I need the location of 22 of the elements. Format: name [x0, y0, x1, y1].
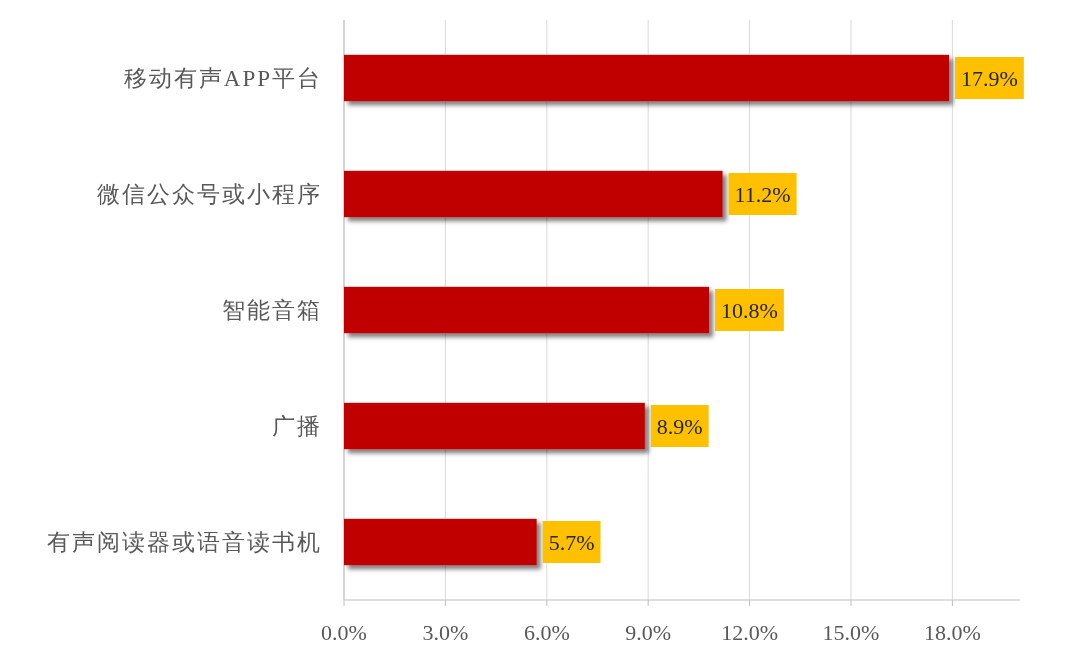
x-tick-label: 0.0%: [321, 620, 367, 645]
x-tick-label: 3.0%: [422, 620, 469, 645]
x-tick-label: 15.0%: [822, 620, 880, 645]
bar: [344, 54, 950, 102]
data-label: 5.7%: [548, 530, 595, 555]
bar: [344, 170, 723, 218]
y-tick-label: 智能音箱: [222, 298, 322, 323]
x-tick-label: 18.0%: [923, 620, 981, 645]
y-tick-label: 有声阅读器或语音读书机: [47, 530, 322, 555]
x-tick-label: 12.0%: [721, 620, 779, 645]
data-label: 17.9%: [961, 66, 1018, 91]
bar: [344, 286, 710, 334]
bar: [344, 518, 537, 566]
data-label: 10.8%: [721, 298, 778, 323]
data-label: 8.9%: [656, 414, 703, 439]
bar: [344, 402, 645, 450]
y-tick-label: 移动有声APP平台: [123, 66, 322, 91]
x-tick-label: 9.0%: [625, 620, 672, 645]
y-tick-label: 广播: [272, 414, 322, 439]
x-tick-label: 6.0%: [523, 620, 570, 645]
data-label: 11.2%: [734, 182, 791, 207]
y-tick-label: 微信公众号或小程序: [97, 182, 322, 207]
